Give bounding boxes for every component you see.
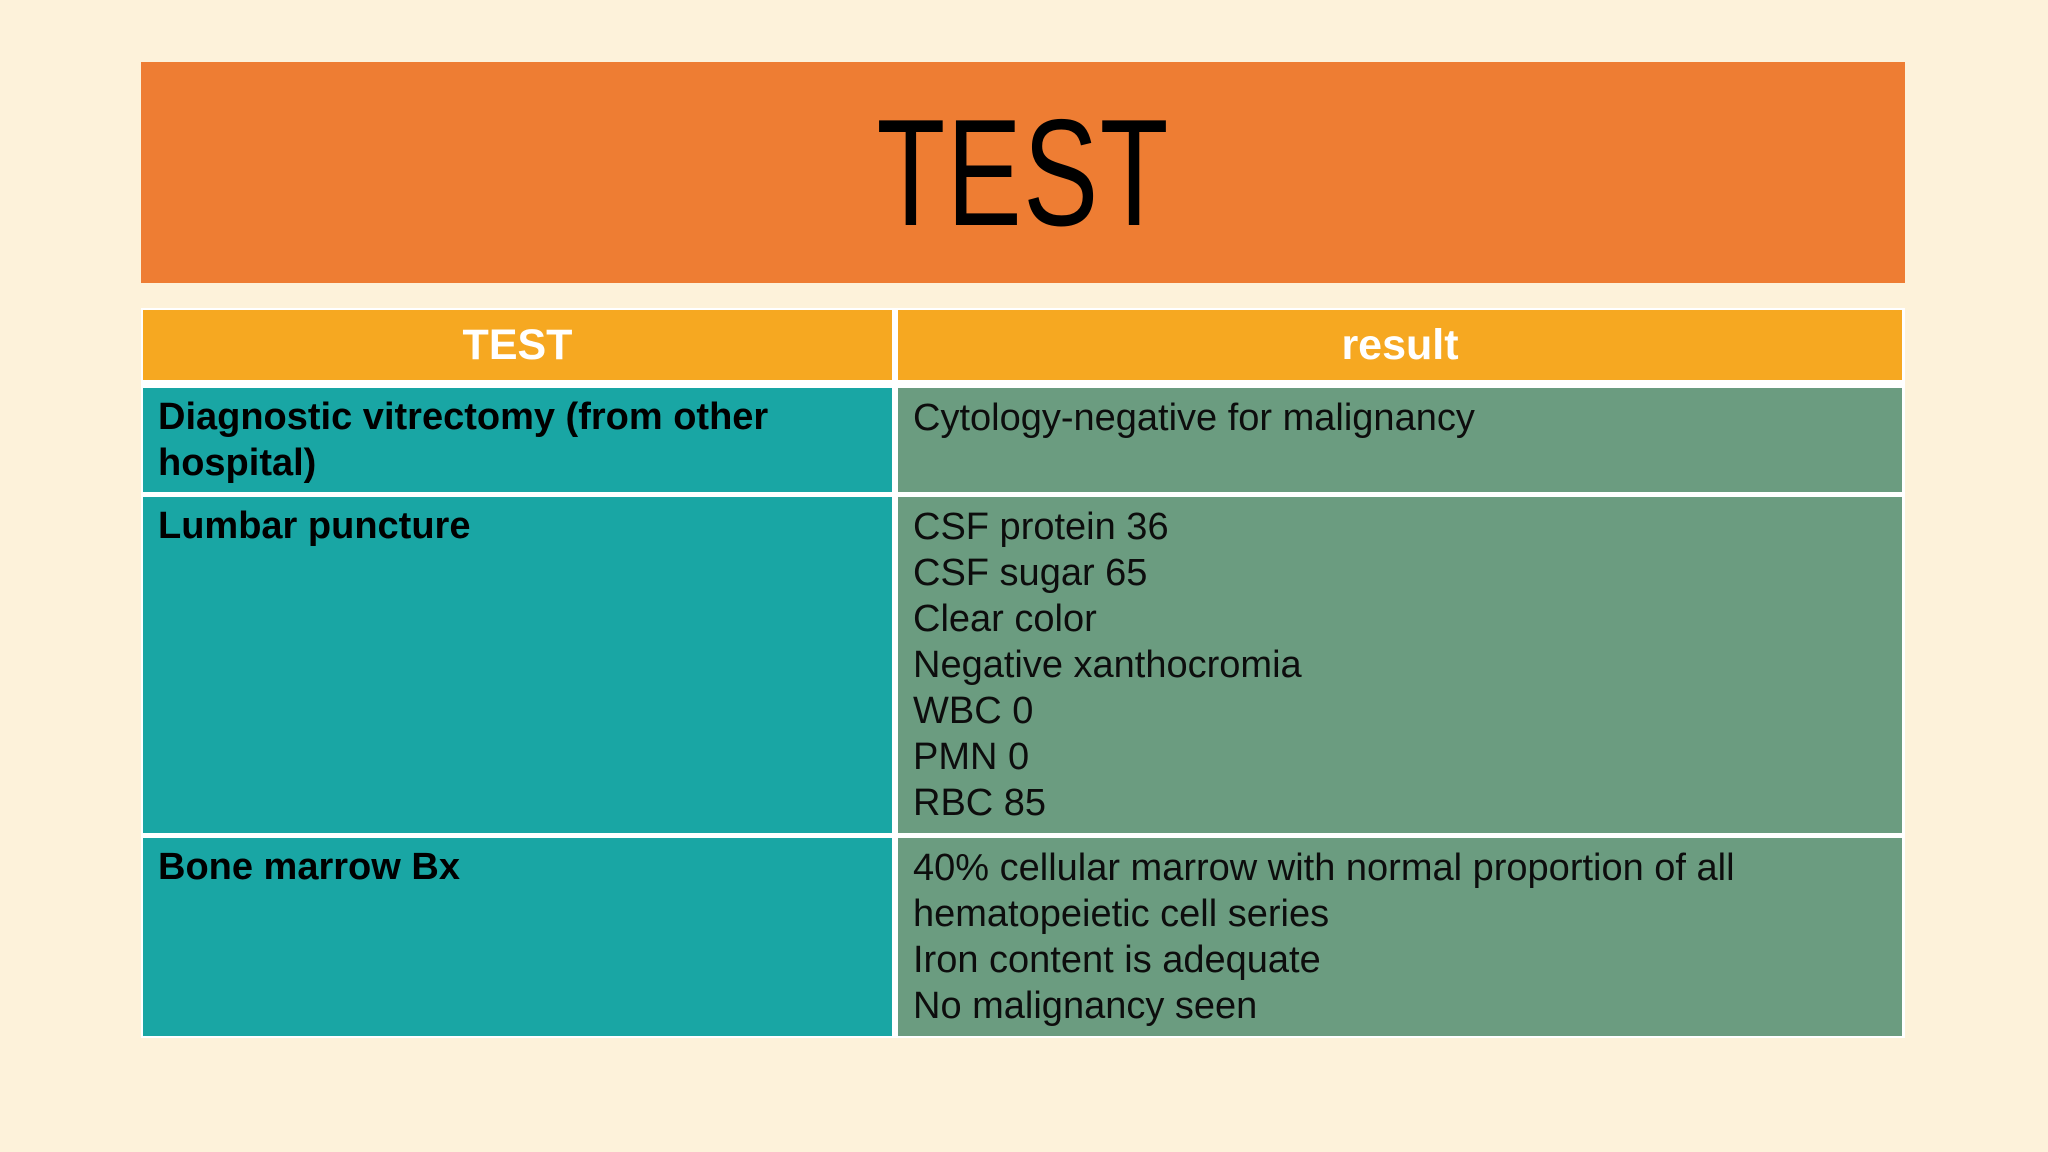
column-header-result: result [898, 310, 1902, 380]
test-cell-bone-marrow: Bone marrow Bx [143, 838, 892, 1036]
results-table: TEST result Diagnostic vitrectomy (from … [141, 308, 1905, 1038]
test-cell-lumbar-puncture: Lumbar puncture [143, 497, 892, 833]
column-header-test: TEST [143, 310, 892, 380]
title-banner: TEST [141, 62, 1905, 283]
result-cell-vitrectomy: Cytology-negative for malignancy [898, 388, 1902, 492]
test-cell-vitrectomy: Diagnostic vitrectomy (from other hospit… [143, 388, 892, 492]
result-cell-bone-marrow: 40% cellular marrow with normal proporti… [898, 838, 1902, 1036]
slide-title: TEST [876, 87, 1170, 258]
result-cell-lumbar-puncture: CSF protein 36 CSF sugar 65 Clear color … [898, 497, 1902, 833]
